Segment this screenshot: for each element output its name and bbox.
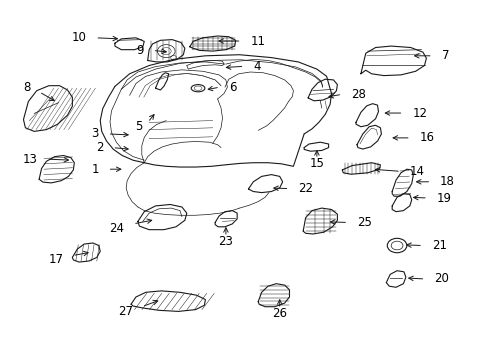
Text: 23: 23 bbox=[218, 235, 233, 248]
Text: 20: 20 bbox=[433, 273, 448, 285]
Text: 2: 2 bbox=[96, 141, 103, 154]
Text: 13: 13 bbox=[23, 153, 38, 166]
Text: 19: 19 bbox=[436, 192, 451, 204]
Text: 11: 11 bbox=[250, 35, 265, 48]
Text: 4: 4 bbox=[253, 60, 260, 73]
Text: 14: 14 bbox=[409, 165, 424, 178]
Text: 25: 25 bbox=[356, 216, 371, 229]
Text: 10: 10 bbox=[72, 31, 86, 44]
Text: 22: 22 bbox=[298, 182, 313, 195]
Text: 12: 12 bbox=[411, 107, 427, 120]
Text: 7: 7 bbox=[441, 49, 448, 62]
Text: 6: 6 bbox=[228, 81, 236, 94]
Text: 17: 17 bbox=[48, 253, 63, 266]
Text: 28: 28 bbox=[350, 88, 365, 101]
Text: 21: 21 bbox=[431, 239, 446, 252]
Text: 27: 27 bbox=[118, 305, 133, 318]
Text: 15: 15 bbox=[309, 157, 324, 170]
Text: 5: 5 bbox=[135, 120, 142, 133]
Text: 9: 9 bbox=[136, 44, 143, 57]
Text: 1: 1 bbox=[91, 163, 99, 176]
Text: 18: 18 bbox=[439, 175, 454, 188]
Text: 26: 26 bbox=[272, 307, 286, 320]
Text: 24: 24 bbox=[109, 222, 124, 235]
Text: 3: 3 bbox=[91, 127, 99, 140]
Text: 8: 8 bbox=[23, 81, 30, 94]
Text: 16: 16 bbox=[419, 131, 434, 144]
